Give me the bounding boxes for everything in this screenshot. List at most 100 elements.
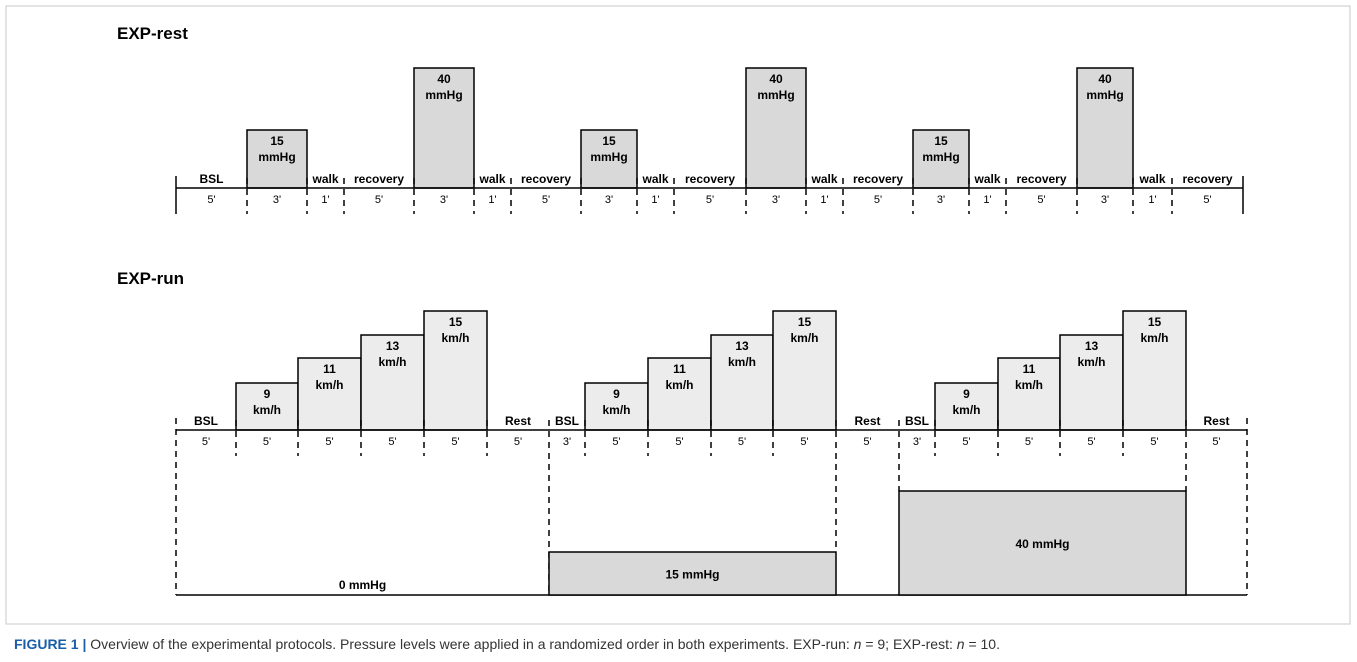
duration-label: 5': [202, 436, 210, 448]
duration-label: 5': [542, 194, 550, 206]
caption-text: n: [853, 636, 862, 652]
step-label: BSL: [555, 414, 579, 428]
step-label: km/h: [253, 403, 281, 417]
step-label: recovery: [853, 172, 903, 186]
duration-label: 3': [273, 194, 281, 206]
step-label: mmHg: [757, 88, 794, 102]
duration-label: 5': [1037, 194, 1045, 206]
figure: EXP-rest EXP-run BSL 5' 15 mmHg 3' walk 1' reco…: [5, 5, 1351, 625]
step-label: Rest: [505, 414, 531, 428]
duration-label: 3': [563, 436, 571, 448]
step-label: mmHg: [425, 88, 462, 102]
step-box: [423, 310, 488, 431]
step-label: km/h: [602, 403, 630, 417]
step-label: 9: [963, 387, 970, 401]
duration-label: 5': [207, 194, 215, 206]
caption-text: = 9; EXP-rest:: [861, 636, 957, 652]
duration-label: 5': [514, 436, 522, 448]
step-label: walk: [810, 172, 837, 186]
step-label: mmHg: [258, 150, 295, 164]
step-label: km/h: [728, 355, 756, 369]
step-box: [912, 129, 970, 189]
step-label: 15: [934, 134, 948, 148]
duration-label: 5': [325, 436, 333, 448]
step-label: km/h: [952, 403, 980, 417]
duration-label: 5': [675, 436, 683, 448]
step-box: [1076, 67, 1134, 189]
duration-label: 5': [874, 194, 882, 206]
step-label: BSL: [905, 414, 929, 428]
pressure-label: 40 mmHg: [1015, 537, 1069, 551]
step-label: mmHg: [1086, 88, 1123, 102]
step-label: walk: [478, 172, 505, 186]
caption-text: = 10.: [964, 636, 1000, 652]
step-box: [647, 357, 712, 431]
duration-label: 5': [451, 436, 459, 448]
duration-label: 3': [1101, 194, 1109, 206]
step-label: 15: [602, 134, 616, 148]
step-label: 40: [437, 72, 451, 86]
pressure-block: [898, 490, 1187, 596]
duration-label: 1': [488, 194, 496, 206]
duration-label: 5': [1025, 436, 1033, 448]
step-label: mmHg: [590, 150, 627, 164]
step-label: recovery: [685, 172, 735, 186]
figure-frame: [5, 5, 1351, 625]
step-box: [297, 357, 362, 431]
step-label: 9: [264, 387, 271, 401]
pressure-block: [548, 551, 837, 596]
duration-label: 5': [1150, 436, 1158, 448]
step-label: walk: [1138, 172, 1165, 186]
step-label: mmHg: [922, 150, 959, 164]
duration-label: 5': [612, 436, 620, 448]
duration-label: 1': [1148, 194, 1156, 206]
duration-label: 3': [440, 194, 448, 206]
step-label: 11: [323, 362, 336, 376]
duration-label: 3': [772, 194, 780, 206]
step-label: 9: [613, 387, 620, 401]
step-label: km/h: [378, 355, 406, 369]
step-label: 15: [449, 315, 463, 329]
duration-label: 3': [937, 194, 945, 206]
step-label: km/h: [1140, 331, 1168, 345]
step-label: 13: [735, 339, 749, 353]
duration-label: 5': [375, 194, 383, 206]
duration-label: 3': [605, 194, 613, 206]
duration-label: 5': [962, 436, 970, 448]
step-box: [360, 334, 425, 431]
step-label: BSL: [194, 414, 218, 428]
step-label: Rest: [1203, 414, 1229, 428]
step-box: [934, 382, 999, 431]
step-label: recovery: [1016, 172, 1066, 186]
duration-label: 5': [738, 436, 746, 448]
step-label: 15: [270, 134, 284, 148]
step-label: 15: [798, 315, 812, 329]
step-label: 15: [1148, 315, 1162, 329]
step-label: 40: [769, 72, 783, 86]
duration-label: 5': [1203, 194, 1211, 206]
step-label: Rest: [854, 414, 880, 428]
step-label: km/h: [1015, 378, 1043, 392]
duration-label: 5': [800, 436, 808, 448]
duration-label: 1': [651, 194, 659, 206]
step-box: [413, 67, 475, 189]
step-label: 11: [673, 362, 686, 376]
step-label: km/h: [315, 378, 343, 392]
duration-label: 5': [263, 436, 271, 448]
step-label: recovery: [1182, 172, 1232, 186]
duration-label: 1': [820, 194, 828, 206]
step-box: [710, 334, 774, 431]
step-label: recovery: [354, 172, 404, 186]
step-label: km/h: [441, 331, 469, 345]
step-box: [1122, 310, 1187, 431]
duration-label: 1': [983, 194, 991, 206]
duration-label: 3': [913, 436, 921, 448]
step-box: [745, 67, 807, 189]
duration-label: 5': [863, 436, 871, 448]
caption-label: FIGURE 1 |: [14, 636, 87, 652]
caption-text: Overview of the experimental protocols. …: [90, 636, 854, 652]
pressure-label: 0 mmHg: [339, 578, 386, 592]
step-box: [235, 382, 299, 431]
pressure-label: 15 mmHg: [665, 568, 719, 582]
